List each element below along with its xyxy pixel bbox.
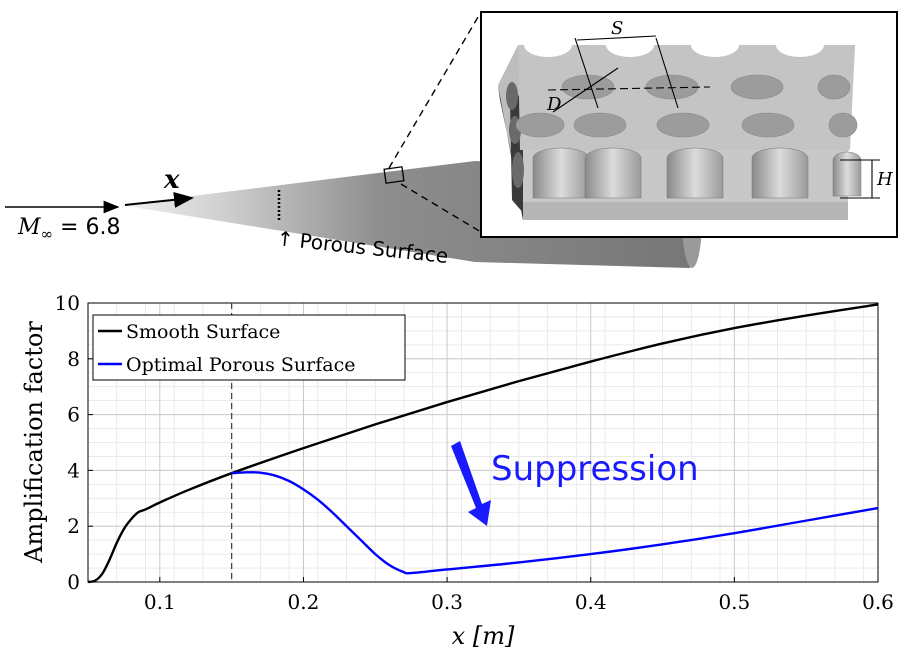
y-tick-label: 6 <box>67 403 80 427</box>
x-axis-arrow <box>124 191 194 208</box>
x-tick-label: 0.6 <box>862 590 894 614</box>
x-tick-label: 0.1 <box>144 590 176 614</box>
zoom-line-bottom <box>400 183 482 233</box>
y-tick-label: 10 <box>55 291 80 315</box>
y-tick-label: 0 <box>67 570 80 594</box>
y-tick-label: 4 <box>67 458 80 482</box>
legend: Smooth Surface Optimal Porous Surface <box>92 314 406 381</box>
suppression-label: Suppression <box>491 449 699 489</box>
x-tick-label: 0.4 <box>575 590 607 614</box>
inset-h-label: H <box>876 169 893 190</box>
mach-label: M∞ = 6.8 <box>17 215 120 243</box>
plot-frame <box>87 302 879 583</box>
y-tick-label: 2 <box>67 514 80 538</box>
y-tick-label: 8 <box>67 347 80 371</box>
x-tick-labels: 0.1 0.2 0.3 0.4 0.5 0.6 <box>144 577 894 614</box>
x-arrow-label: x <box>163 165 180 195</box>
x-tick-label: 0.3 <box>431 590 463 614</box>
suppression-arrow <box>451 441 491 526</box>
zoom-box <box>383 166 405 184</box>
x-axis-label: x [m] <box>452 622 515 650</box>
amplification-chart: 0.1 0.2 0.3 0.4 0.5 0.6 0 2 4 6 8 10 x [m] Amplifi… <box>20 291 894 650</box>
x-tick-label: 0.2 <box>288 590 320 614</box>
series-line-optimal-porous-surface <box>231 471 879 575</box>
legend-label-porous: Optimal Porous Surface <box>126 354 356 376</box>
x-tick-label: 0.5 <box>718 590 750 614</box>
y-tick-labels: 0 2 4 6 8 10 <box>55 291 93 594</box>
inset-s-label: S <box>611 18 623 39</box>
y-axis-label: Amplification factor <box>20 321 48 564</box>
series-line-smooth-surface <box>87 303 879 584</box>
schematic: x M∞ = 6.8 ↑ Porous Surface <box>5 11 898 268</box>
inset-panel: S D H <box>480 11 898 238</box>
zoom-line-top <box>388 11 482 169</box>
legend-label-smooth: Smooth Surface <box>126 321 280 343</box>
inset-d-label: D <box>546 94 562 115</box>
